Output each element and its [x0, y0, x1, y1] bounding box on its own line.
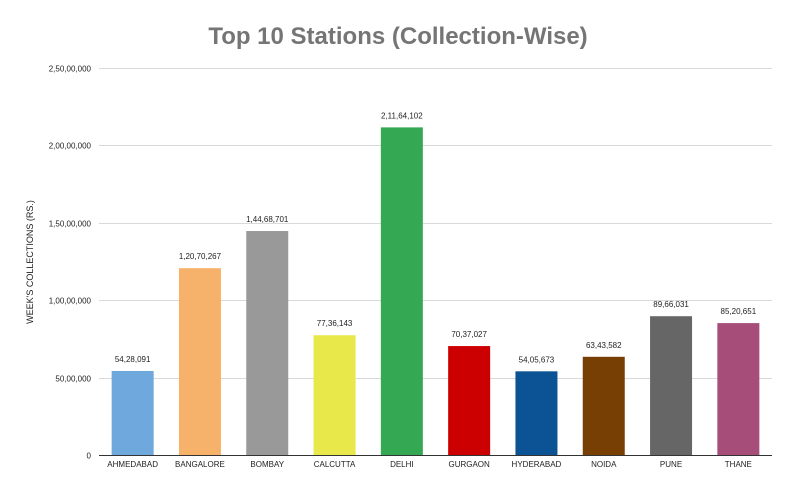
x-category-label: BANGALORE	[175, 460, 225, 469]
y-tick-label: 2,50,00,000	[49, 65, 92, 74]
x-category-label: GURGAON	[448, 460, 490, 469]
bar-delhi	[380, 127, 423, 455]
data-label: 2,11,64,102	[381, 111, 423, 120]
bar-calcutta	[313, 335, 356, 455]
data-labels: 54,28,091 1,20,70,267 1,44,68,701 77,36,143…	[115, 111, 757, 364]
bar-thane	[717, 323, 760, 455]
x-category-label: DELHI	[390, 460, 414, 469]
bar-hyderabad	[515, 371, 558, 455]
x-category-label: AHMEDABAD	[107, 460, 158, 469]
bar-pune	[650, 316, 693, 455]
data-label: 54,28,091	[115, 355, 151, 364]
x-category-label: PUNE	[660, 460, 682, 469]
bar-gurgaon	[448, 346, 491, 455]
x-category-label: HYDERABAD	[512, 460, 562, 469]
x-category-label: THANE	[725, 460, 752, 469]
data-label: 77,36,143	[317, 319, 353, 328]
y-axis-ticks: 0 50,00,000 1,00,00,000 1,50,00,000 2,00,00,…	[49, 65, 92, 461]
y-tick-label: 0	[87, 452, 92, 461]
data-label: 70,37,027	[451, 330, 487, 339]
y-tick-label: 50,00,000	[55, 375, 91, 384]
x-category-label: BOMBAY	[250, 460, 284, 469]
chart-title: Top 10 Stations (Collection-Wise)	[208, 23, 587, 50]
y-axis-label: WEEK'S COLLECTIONS (RS.)	[25, 200, 35, 324]
y-tick-label: 1,50,00,000	[49, 220, 92, 229]
data-label: 1,20,70,267	[179, 252, 222, 261]
y-tick-label: 1,00,00,000	[49, 297, 92, 306]
data-label: 89,66,031	[653, 300, 689, 309]
bar-bangalore	[178, 268, 221, 455]
bar-noida	[582, 356, 625, 455]
data-label: 54,05,673	[519, 355, 555, 364]
data-label: 63,43,582	[586, 341, 622, 350]
bar-bombay	[246, 231, 289, 455]
x-category-label: CALCUTTA	[314, 460, 356, 469]
y-tick-label: 2,00,00,000	[49, 142, 92, 151]
bar-ahmedabad	[111, 370, 154, 455]
bars	[111, 127, 760, 455]
data-label: 85,20,651	[721, 307, 757, 316]
x-category-label: NOIDA	[591, 460, 617, 469]
data-label: 1,44,68,701	[246, 215, 289, 224]
x-axis-categories: AHMEDABAD BANGALORE BOMBAY CALCUTTA DELHI GUR…	[107, 460, 752, 469]
